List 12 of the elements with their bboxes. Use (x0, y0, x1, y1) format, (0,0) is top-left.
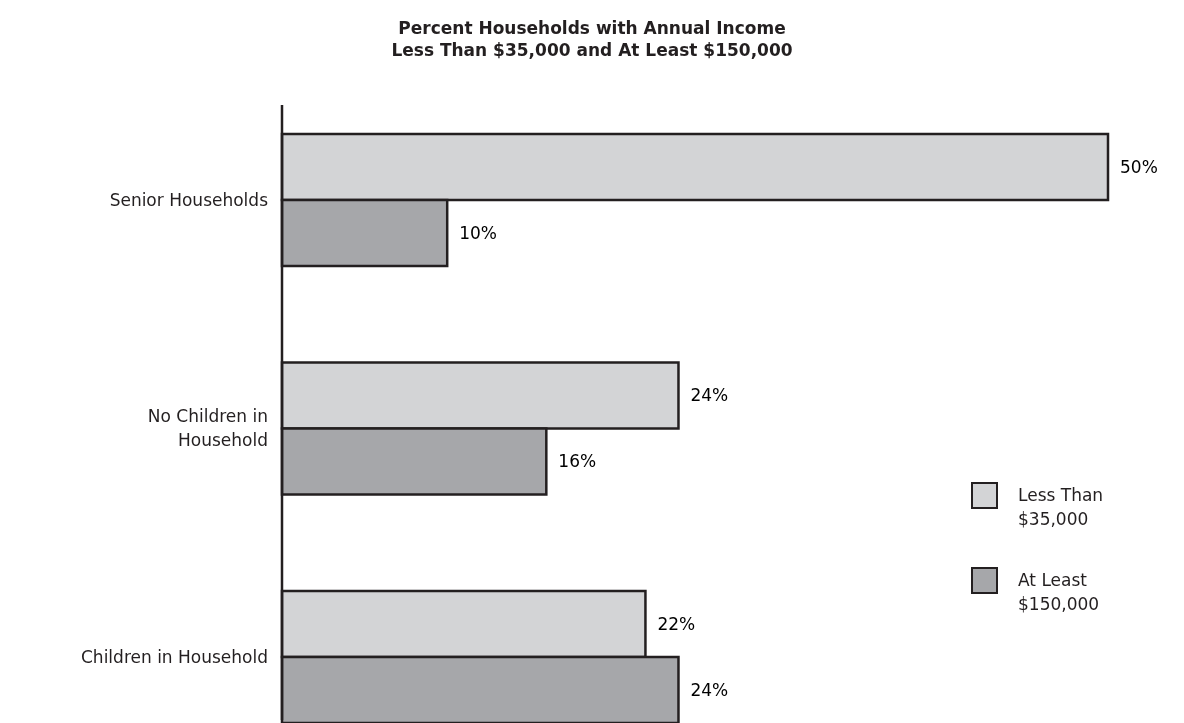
data-label: 24% (690, 385, 729, 406)
data-label: 24% (690, 679, 729, 700)
data-label: 10% (459, 222, 497, 243)
y-tick-label: Senior Households (109, 189, 269, 210)
chart-title: Percent Households with Annual Income Less Than $35,000 and At Least $150,000 (391, 18, 793, 60)
y-tick-label: Children in Household (81, 646, 268, 667)
data-label: 16% (558, 451, 597, 472)
data-label: 50% (1120, 156, 1158, 177)
legend-label: At Least $150,000 (1018, 569, 1100, 614)
y-tick-label: No Children in Household (147, 406, 268, 451)
legend-label: Less Than $35,000 (1018, 484, 1104, 529)
data-label: 22% (657, 613, 696, 634)
